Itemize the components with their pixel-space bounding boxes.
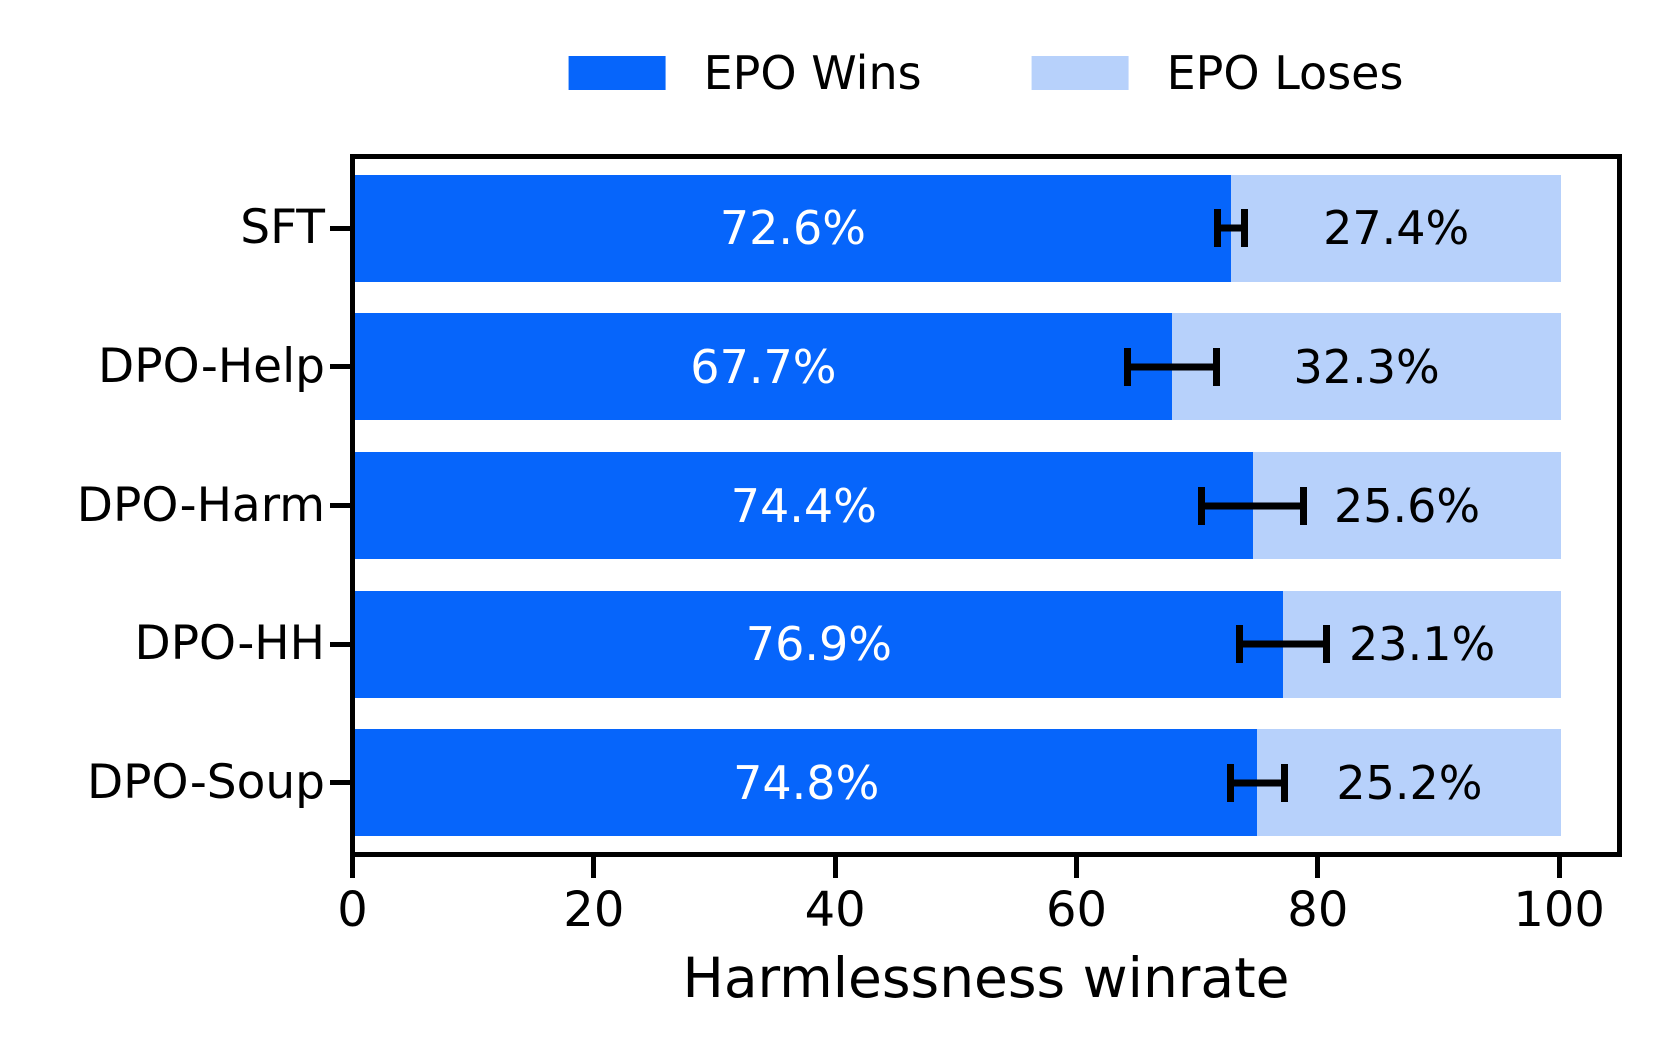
error-bar-cap-right [1280,763,1288,802]
win-percentage-label: 72.6% [719,201,867,256]
legend-label: EPO Loses [1166,46,1404,100]
bar-segment-epo-wins [355,452,1253,559]
category-label: SFT [240,200,325,256]
lose-percentage-label: 32.3% [1293,339,1440,394]
x-tick-label: 60 [1045,882,1108,938]
error-bar-cap-left [1235,625,1243,664]
error-bar-line [1198,502,1307,509]
x-tick-label: 80 [1287,882,1349,938]
error-bar-line [1227,779,1288,787]
error-bar-line [1123,363,1221,371]
bar-track: 76.9% 23.1% [355,590,1562,698]
legend-swatch [1031,56,1129,90]
error-bar-line [1214,224,1248,232]
bar-row: 74.8% 25.2% [355,729,1617,837]
category-label: DPO-Soup [86,754,325,810]
bar-track: 67.7% 32.3% [355,313,1562,421]
y-tick-mark [330,503,350,508]
error-bar-cap-right [1299,486,1307,525]
win-percentage-label: 76.9% [745,617,892,672]
bar-segment-epo-wins [355,729,1258,837]
legend-item: EPO Wins [568,46,922,100]
error-bar [1227,763,1288,802]
error-bar-cap-right [1322,625,1330,664]
y-tick-mark [330,225,350,231]
bar-segment-epo-loses [1171,313,1562,421]
error-bar [1214,209,1248,248]
x-tick-mark [832,857,838,878]
bar-segment-epo-wins [355,174,1231,282]
win-percentage-label: 74.8% [733,755,880,810]
lose-percentage-label: 23.1% [1349,617,1496,672]
x-tick-mark [350,857,355,878]
error-bar [1123,347,1221,386]
error-bar-cap-left [1227,763,1235,802]
category-label: DPO-Harm [76,477,325,533]
category-label: DPO-Help [98,338,325,394]
bar-track: 74.4% 25.6% [355,452,1562,559]
win-percentage-label: 67.7% [690,339,837,394]
bar-row: 72.6% 27.4% [355,174,1617,282]
legend-item: EPO Loses [1031,46,1404,100]
bar-row: 67.7% 32.3% [355,313,1617,421]
x-tick-mark [591,857,597,878]
bar-track: 74.8% 25.2% [355,729,1562,837]
error-bar-cap-left [1198,486,1206,525]
error-bar-cap-right [1213,347,1221,386]
x-tick-mark [1315,857,1321,878]
lose-percentage-label: 25.6% [1333,478,1481,533]
x-tick-label: 20 [563,882,625,938]
lose-percentage-label: 25.2% [1336,755,1483,810]
plot-area: 72.6% 27.4% 67.7% 32.3% [350,154,1622,857]
error-bar-cap-left [1123,347,1131,386]
x-tick-mark [1556,857,1562,878]
y-tick-mark [330,364,350,370]
category-label: DPO-HH [134,616,325,672]
lose-percentage-label: 27.4% [1323,201,1470,256]
x-tick-label: 0 [337,882,368,938]
legend-label: EPO Wins [703,46,922,100]
y-tick-mark [330,641,350,647]
bar-row: 76.9% 23.1% [355,590,1617,698]
x-tick-label: 100 [1513,882,1605,938]
legend-swatch [568,56,666,90]
error-bar [1235,625,1330,664]
bar-segment-epo-loses [1230,174,1562,282]
legend: EPO Wins EPO Loses [568,46,1404,100]
error-bar-cap-left [1214,209,1221,248]
bar-row: 74.4% 25.6% [355,452,1617,559]
error-bar-line [1235,640,1330,648]
error-bar-cap-right [1240,209,1248,248]
x-tick-label: 40 [804,882,866,938]
error-bar [1198,486,1307,525]
x-axis-title: Harmlessness winrate [682,946,1290,1010]
bar-track: 72.6% 27.4% [355,174,1562,282]
y-tick-mark [330,780,350,786]
win-percentage-label: 74.4% [730,478,877,533]
bar-segment-epo-wins [355,313,1172,421]
x-tick-mark [1074,857,1079,878]
bar-segment-epo-wins [355,590,1283,698]
bar-segment-epo-loses [1257,729,1562,837]
